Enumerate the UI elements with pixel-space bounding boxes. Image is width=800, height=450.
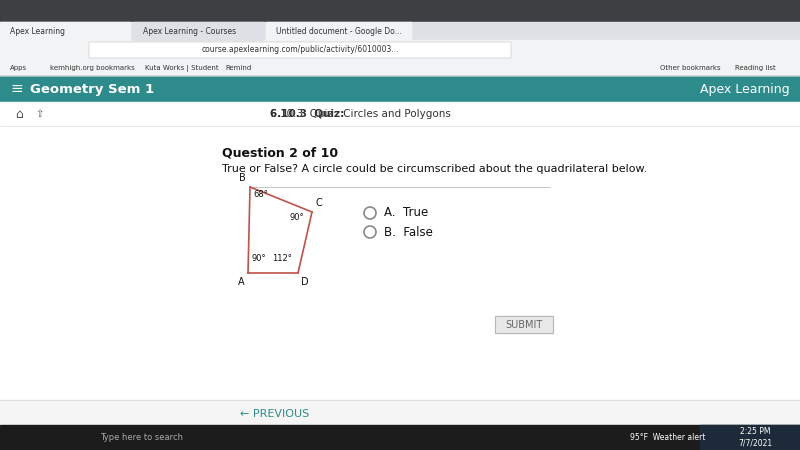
Text: B.  False: B. False — [384, 225, 433, 238]
Text: Kuta Works | Student: Kuta Works | Student — [145, 64, 218, 72]
Text: Apex Learning: Apex Learning — [700, 82, 790, 95]
Text: Apex Learning - Courses: Apex Learning - Courses — [143, 27, 236, 36]
Bar — [90, 43, 510, 57]
Bar — [0, 40, 800, 60]
Bar — [0, 22, 800, 40]
Text: 90°: 90° — [251, 254, 266, 263]
Text: Question 2 of 10: Question 2 of 10 — [222, 146, 338, 159]
Text: ← PREVIOUS: ← PREVIOUS — [240, 409, 310, 419]
Bar — [133, 22, 263, 40]
Text: Apps: Apps — [10, 65, 27, 71]
Bar — [0, 102, 800, 126]
Bar — [266, 22, 411, 40]
Text: 6.10.3  Quiz:  Circles and Polygons: 6.10.3 Quiz: Circles and Polygons — [270, 109, 451, 119]
Text: Type here to search: Type here to search — [100, 433, 183, 442]
FancyBboxPatch shape — [89, 42, 511, 58]
Text: Remind: Remind — [225, 65, 251, 71]
Text: 90°: 90° — [290, 213, 305, 222]
Text: kemhigh.org bookmarks: kemhigh.org bookmarks — [50, 65, 134, 71]
Text: 2:25 PM: 2:25 PM — [740, 428, 770, 436]
Bar — [495, 316, 553, 333]
Text: ≡: ≡ — [10, 81, 22, 96]
Text: C: C — [315, 198, 322, 208]
Bar — [495, 316, 553, 333]
Bar — [0, 22, 130, 40]
Text: Geometry Sem 1: Geometry Sem 1 — [30, 82, 154, 95]
Text: 7/7/2021: 7/7/2021 — [738, 438, 772, 447]
Text: course.apexlearning.com/public/activity/6010003...: course.apexlearning.com/public/activity/… — [202, 45, 398, 54]
Bar — [0, 76, 800, 102]
Text: Reading list: Reading list — [735, 65, 776, 71]
Bar — [700, 425, 800, 450]
Bar — [0, 126, 800, 450]
Text: 112°: 112° — [272, 254, 292, 263]
Text: 95°F  Weather alert: 95°F Weather alert — [630, 433, 706, 442]
Text: True or False? A circle could be circumscribed about the quadrilateral below.: True or False? A circle could be circums… — [222, 164, 647, 174]
Text: Other bookmarks: Other bookmarks — [660, 65, 721, 71]
Bar — [0, 0, 800, 22]
Text: 68°: 68° — [253, 190, 268, 199]
Text: SUBMIT: SUBMIT — [506, 320, 542, 329]
Text: Apex Learning: Apex Learning — [10, 27, 65, 36]
Text: A: A — [238, 277, 245, 287]
Bar — [0, 425, 800, 450]
Text: 6.10.3  Quiz:: 6.10.3 Quiz: — [270, 109, 344, 119]
Text: ⇧: ⇧ — [35, 109, 43, 119]
Text: B: B — [239, 173, 246, 183]
Text: Untitled document - Google Do...: Untitled document - Google Do... — [276, 27, 402, 36]
Bar — [0, 400, 800, 450]
Text: A.  True: A. True — [384, 207, 428, 220]
Bar — [0, 60, 800, 76]
Text: ⌂: ⌂ — [15, 108, 23, 121]
Text: D: D — [301, 277, 309, 287]
